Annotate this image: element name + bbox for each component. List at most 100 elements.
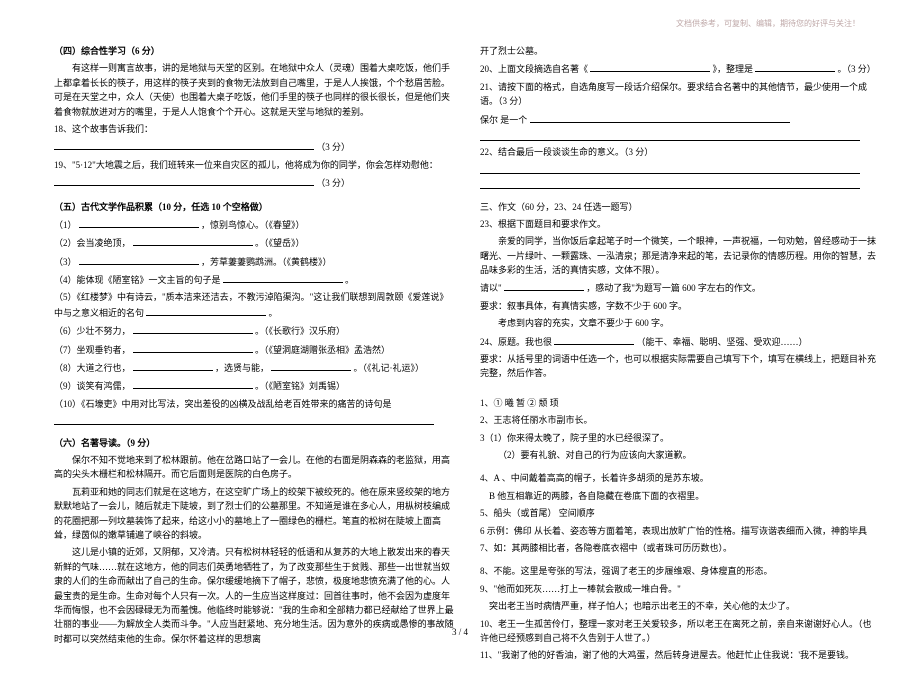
q23-p2a: 请以" xyxy=(480,283,502,293)
i8-blank2 xyxy=(271,360,351,371)
i1-blank xyxy=(79,217,199,228)
i2-t: 。（《望岳》） xyxy=(255,238,305,248)
ans-4: 4、A 、中间戴着高高的帽子，长着许多胡须的是苏东坡。 xyxy=(480,471,880,485)
i9: （9）谈笑有鸿儒， 。（《陋室铭》刘禹锡） xyxy=(54,378,454,393)
i10: （10）《石壕吏》中用对比写法，突出差役的凶横及战乱给老百姓带来的痛苦的诗句是 xyxy=(54,397,454,411)
i1-n: （1） xyxy=(54,220,77,230)
i5-blank xyxy=(146,305,266,316)
ans-11: 11、"我谢了他的好香油，谢了他的大鸡蛋，然后转身进屋去。他赶忙止住我说：'我不… xyxy=(480,648,880,662)
q18-text: 18、这个故事告诉我们： xyxy=(54,124,153,134)
ans-1: 1、① 曦 暂 ② 颓 顼 xyxy=(480,396,880,410)
ans-9: 9、"他而如死灰……打上一棒就会散成一堆白骨。" xyxy=(480,582,880,596)
q22: 22、结合最后一段谈谈生命的意义。（3 分） xyxy=(480,145,880,159)
q20-blank1 xyxy=(590,61,710,72)
ans-5: 5、船头（或首尾） 空间顺序 xyxy=(480,506,880,520)
q24: 24、原题。我也很 （能干、幸福、聪明、坚强、受欢迎……） xyxy=(480,334,880,349)
q19: 19、"5·12"大地震之后，我们班转来一位来自灾区的孤儿，他将成为你的同学，你… xyxy=(54,158,454,172)
i6: （6）少壮不努力， 。（《长歌行》汉乐府） xyxy=(54,323,454,338)
sec5-title: （五）古代文学作品积累（10 分，任选 10 个空格做） xyxy=(54,200,454,214)
q23-req: 要求：叙事具体，有真情实感，字数不少于 600 字。 xyxy=(480,299,880,313)
q21: 21、请按下面的格式，自选角度写一段话介绍保尔。要求结合名著中的其他情节，最少使… xyxy=(480,80,880,109)
ans-9b: 突出老王当时病情严重，样子怕人；也暗示出老王的不幸，关心他的太少了。 xyxy=(480,599,880,613)
q23: 23、根据下面题目和要求作文。 xyxy=(480,217,880,231)
i7-blank xyxy=(133,342,253,353)
q18: 18、这个故事告诉我们： xyxy=(54,122,454,136)
p6-1: 保尔不知不觉地来到了松林跟前。他在岔路口站了一会儿。在他的右面是阴森森的老监狱，… xyxy=(54,453,454,482)
i4-t: 。 xyxy=(345,275,354,285)
r-top: 开了烈士公墓。 xyxy=(480,44,880,58)
q24-opt: （能干、幸福、聪明、坚强、受欢迎……） xyxy=(637,337,808,347)
q21-blank xyxy=(530,112,790,123)
i3: （3） ，芳草萋萋鹦鹉洲。（《黄鹤楼》） xyxy=(54,254,454,269)
q19-blank-row: （3 分） xyxy=(54,175,454,190)
q18-blank xyxy=(54,139,314,150)
sec4-title: （四）综合性学习（6 分） xyxy=(54,44,454,58)
q22-blank xyxy=(480,163,860,174)
ans-7: 7、如：其两膝相比者，各隐卷底衣褶中（或者珠可历历数也）。 xyxy=(480,541,880,555)
page-content: （四）综合性学习（6 分） 有这样一则寓言故事，讲的是地狱与天堂的区别。在地狱中… xyxy=(0,0,920,686)
q23-p1: 亲爱的同学，当你饭后拿起笔子时一个微笑，一个眼神，一声祝福，一句劝勉，曾经感动于… xyxy=(480,234,880,277)
ans-2: 2、王志将任丽水市副市长。 xyxy=(480,413,880,427)
i10-blank xyxy=(54,414,434,425)
i2: （2）会当凌绝顶， 。（《望岳》） xyxy=(54,235,454,250)
i8-t: ，选贤与能， xyxy=(215,363,269,373)
q20-pts: 。（3 分） xyxy=(838,64,876,74)
i3-n: （3） xyxy=(54,257,77,267)
right-column: 开了烈士公墓。 20、上面文段摘选自名著《 》，整理是 。（3 分） 21、请按… xyxy=(480,44,880,666)
q23-p2b: ，感动了我"为题写一篇 600 字左右的作文。 xyxy=(586,283,761,293)
i6-blank xyxy=(133,323,253,334)
i2-n: （2）会当凌绝顶， xyxy=(54,238,131,248)
sec4-para: 有这样一则寓言故事，讲的是地狱与天堂的区别。在地狱中众人（灵魂）围着大桌吃饭，他… xyxy=(54,61,454,119)
q19-blank xyxy=(54,175,314,186)
i8-t2: 。（《礼记·礼运》） xyxy=(354,363,425,373)
i8: （8）大道之行也， ，选贤与能， 。（《礼记·礼运》） xyxy=(54,360,454,375)
header-note: 文档供参考，可复制、编辑，期待您的好评与关注！ xyxy=(676,18,860,31)
q23-opt: 考虑到内容的充实，文章不要少于 600 字。 xyxy=(480,316,880,330)
q21-blank2 xyxy=(480,130,860,141)
i5-t: 。 xyxy=(269,308,278,318)
i6-n: （6）少壮不努力， xyxy=(54,326,131,336)
i1-t: ，惊别鸟惊心。（《春望》） xyxy=(201,220,305,230)
i1: （1） ，惊别鸟惊心。（《春望》） xyxy=(54,217,454,232)
q20: 20、上面文段摘选自名著《 》，整理是 。（3 分） xyxy=(480,61,880,76)
q24-blank xyxy=(554,334,634,345)
sec6-title: （六）名著导读。（9 分） xyxy=(54,436,454,450)
i3-blank xyxy=(79,254,199,265)
q24-req: 要求：从括号里的词语中任选一个，也可以根据实际需要自己填写下个，填写在横线上，把… xyxy=(480,352,880,381)
i6-t: 。（《长歌行》汉乐府） xyxy=(255,326,345,336)
q23-p2: 请以" ，感动了我"为题写一篇 600 字左右的作文。 xyxy=(480,280,880,295)
ans-6: 6 示例：佛印 从长着、姿态等方面着笔，表现出放旷广怡的性格。描写诙谐表细而入微… xyxy=(480,524,880,538)
i3-t: ，芳草萋萋鹦鹉洲。（《黄鹤楼》） xyxy=(201,257,332,267)
i8-n: （8）大道之行也， xyxy=(54,363,131,373)
ans-3-2: （2）要有礼貌、对自己的行为应该向大家道歉。 xyxy=(480,448,880,462)
q20-t2: 》，整理是 xyxy=(713,64,754,74)
i9-t: 。（《陋室铭》刘禹锡） xyxy=(255,381,345,391)
q18-pts: （3 分） xyxy=(316,142,350,152)
q20-blank2 xyxy=(755,61,835,72)
i4-n: （4）能体现《陋室铭》一文主旨的句子是 xyxy=(54,275,221,285)
i7: （7）坐观垂钓者， 。（《望洞庭湖赠张丞相》孟浩然） xyxy=(54,342,454,357)
page-footer: 3 / 4 xyxy=(0,625,920,639)
ans-8: 8、不能。这里是夸张的写法，强调了老王的步履维艰、身体瘦直的形态。 xyxy=(480,564,880,578)
p6-2: 瓦莉亚和她的同志们就是在这地方，在这空旷广场上的绞架下被绞死的。他在原来竖绞架的… xyxy=(54,485,454,543)
q21-2t: 保尔 是一个 xyxy=(480,115,527,125)
sec3-title: 三、作文（60 分，23、24 任选一题写） xyxy=(480,200,880,214)
i5: （5）《红楼梦》中有诗云，"质本洁来还洁去，不教污淖陷渠沟。"这让我们联想到周敦… xyxy=(54,290,454,320)
q20-t1: 20、上面文段摘选自名著《 xyxy=(480,64,588,74)
i4: （4）能体现《陋室铭》一文主旨的句子是 。 xyxy=(54,272,454,287)
q18-blank-row: （3 分） xyxy=(54,139,454,154)
i7-t: 。（《望洞庭湖赠张丞相》孟浩然） xyxy=(255,345,390,355)
i8-blank1 xyxy=(133,360,213,371)
ans-3-1: 3（1）你来得太晚了，院子里的水已经很深了。 xyxy=(480,431,880,445)
q21-2: 保尔 是一个 xyxy=(480,112,880,127)
q19-pts: （3 分） xyxy=(316,178,350,188)
left-column: （四）综合性学习（6 分） 有这样一则寓言故事，讲的是地狱与天堂的区别。在地狱中… xyxy=(54,44,454,666)
i9-n: （9）谈笑有鸿儒， xyxy=(54,381,131,391)
i4-blank xyxy=(223,272,343,283)
i7-n: （7）坐观垂钓者， xyxy=(54,345,131,355)
q23-p2-blank xyxy=(504,280,584,291)
q24-t: 24、原题。我也很 xyxy=(480,337,552,347)
ans-4b: B 他互相靠近的两膝，各自隐藏在卷底下面的衣褶里。 xyxy=(480,489,880,503)
q22-blank2 xyxy=(480,178,860,189)
i9-blank xyxy=(133,378,253,389)
